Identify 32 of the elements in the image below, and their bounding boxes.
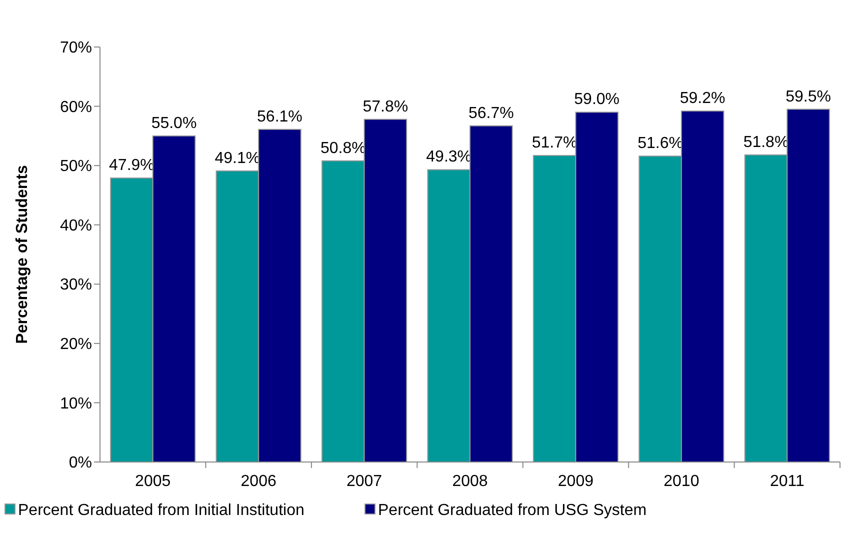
y-tick-label: 40% <box>60 217 92 234</box>
data-label: 57.8% <box>362 98 408 116</box>
x-tick-label: 2008 <box>452 473 488 490</box>
x-tick-label: 2010 <box>664 473 700 490</box>
data-label: 56.7% <box>468 104 514 122</box>
y-tick-label: 10% <box>60 395 92 412</box>
data-label: 51.6% <box>638 135 683 152</box>
data-label: 49.3% <box>426 148 472 166</box>
x-tick-label: 2005 <box>135 473 171 490</box>
legend-label: Percent Graduated from USG System <box>378 502 647 519</box>
data-label: 51.8% <box>743 134 789 151</box>
data-label: 59.0% <box>574 91 620 108</box>
x-tick-label: 2011 <box>770 473 804 490</box>
legend-label: Percent Graduated from Initial Institution <box>18 502 304 519</box>
y-tick-label: 60% <box>60 98 92 116</box>
x-tick-label: 2006 <box>240 473 276 490</box>
data-label: 50.8% <box>320 140 366 157</box>
data-label: 55.0% <box>151 114 197 132</box>
x-tick-label: 2009 <box>558 473 594 490</box>
y-tick-label: 20% <box>60 336 92 354</box>
y-tick-label: 30% <box>60 276 92 294</box>
data-label: 47.9% <box>109 157 154 174</box>
data-label: 51.7% <box>532 134 578 152</box>
y-tick-label: 70% <box>60 40 92 57</box>
y-axis-title: Percentage of Students <box>14 165 31 344</box>
data-label: 49.1% <box>214 150 260 167</box>
y-tick-label: 50% <box>60 158 92 176</box>
x-tick-label: 2007 <box>346 473 382 490</box>
data-label: 59.2% <box>680 90 726 108</box>
y-tick-label: 0% <box>68 454 92 472</box>
data-label: 56.1% <box>257 108 302 126</box>
data-label: 59.5% <box>786 88 831 106</box>
